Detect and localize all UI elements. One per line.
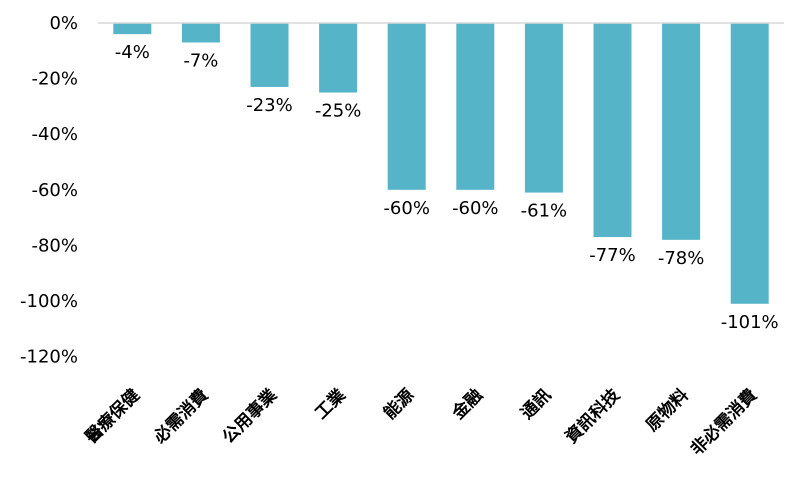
y-axis: 0% -20% -40% -60% -80% -100% -120%: [20, 13, 78, 368]
bar: [181, 23, 220, 43]
category-label: 原物料: [642, 385, 693, 436]
data-label: -4%: [115, 42, 150, 63]
y-tick-label: -20%: [31, 69, 78, 90]
y-tick-label: 0%: [49, 13, 78, 34]
bar: [456, 23, 495, 190]
category-label: 醫療保健: [81, 385, 144, 448]
y-tick-label: -120%: [20, 347, 78, 368]
bar: [730, 23, 769, 304]
y-tick-label: -60%: [31, 180, 78, 201]
category-label: 公用事業: [218, 385, 281, 448]
bar: [593, 23, 632, 238]
data-label: -61%: [521, 201, 568, 222]
bar: [113, 23, 152, 35]
category-label: 必需消費: [149, 385, 213, 449]
data-label: -25%: [315, 101, 362, 122]
bars: [113, 23, 769, 304]
data-label: -78%: [658, 248, 705, 269]
data-label: -60%: [452, 198, 499, 219]
bar: [319, 23, 358, 93]
data-label: -101%: [721, 312, 779, 333]
data-label: -23%: [246, 95, 293, 116]
bar: [524, 23, 563, 193]
data-label: -60%: [383, 198, 430, 219]
data-label: -77%: [589, 245, 636, 266]
category-label: 非必需消費: [686, 385, 761, 460]
data-label: -7%: [183, 50, 218, 71]
category-label: 工業: [311, 385, 350, 424]
category-label: 資訊科技: [561, 384, 625, 448]
bar: [250, 23, 289, 87]
category-label: 金融: [447, 385, 487, 425]
bar: [662, 23, 701, 240]
data-labels: -4% -7% -23% -25% -60% -60% -61% -77% -78% -101%: [115, 42, 779, 333]
category-label: 通訊: [517, 385, 556, 424]
y-tick-label: -80%: [31, 235, 78, 256]
y-tick-label: -100%: [20, 291, 78, 312]
bar: [387, 23, 426, 190]
category-label: 能源: [379, 385, 418, 424]
y-tick-label: -40%: [31, 124, 78, 145]
